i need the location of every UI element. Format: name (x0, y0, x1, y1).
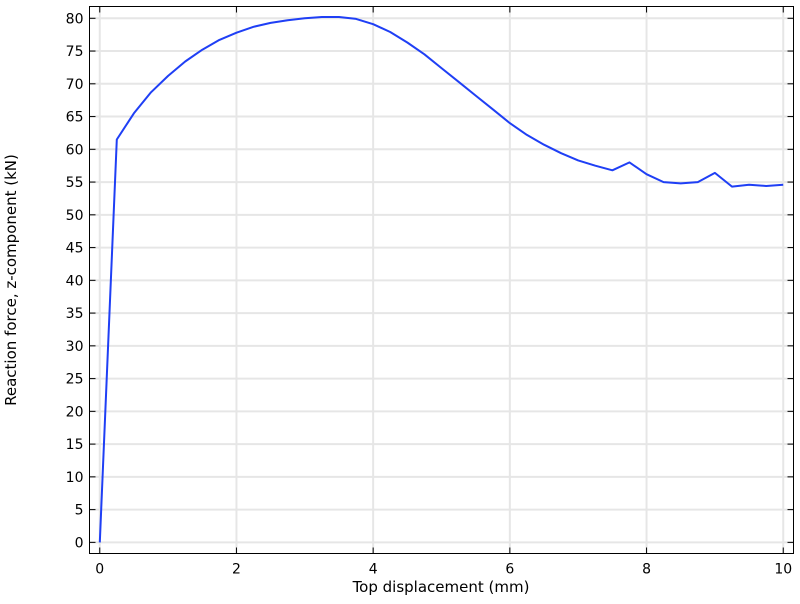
y-tick-label: 0 (75, 535, 84, 551)
y-tick-label: 60 (66, 142, 84, 158)
y-tick-label: 45 (66, 241, 84, 257)
ticks: 0 2 4 6 8 10 0 5 10 15 20 25 30 35 40 45 50 55 60 65 70 75 80 (66, 6, 794, 578)
y-tick-label: 70 (66, 77, 84, 93)
y-tick-label: 40 (66, 273, 84, 289)
y-axis-label: Reaction force, z-component (kN) (2, 154, 20, 406)
y-tick-label: 35 (66, 306, 84, 322)
y-tick-label: 5 (75, 503, 84, 519)
y-tick-label: 20 (66, 404, 84, 420)
y-tick-label: 30 (66, 339, 84, 355)
y-tick-label: 50 (66, 208, 84, 224)
x-tick-label: 10 (774, 562, 792, 578)
x-axis-label: Top displacement (mm) (352, 578, 530, 596)
y-tick-label: 75 (66, 44, 84, 60)
plot-frame (89, 6, 794, 554)
x-tick-label: 4 (369, 562, 378, 578)
y-tick-label: 15 (66, 437, 84, 453)
y-tick-label: 55 (66, 175, 84, 191)
y-tick-label: 80 (66, 11, 84, 27)
y-tick-label: 10 (66, 470, 84, 486)
series (98, 16, 784, 543)
y-tick-label: 25 (66, 372, 84, 388)
grid (89, 6, 794, 554)
x-tick-label: 0 (95, 562, 104, 578)
x-tick-label: 8 (642, 562, 651, 578)
series-line (98, 16, 784, 543)
x-tick-label: 2 (232, 562, 241, 578)
y-tick-label: 65 (66, 110, 84, 126)
x-tick-label: 6 (505, 562, 514, 578)
